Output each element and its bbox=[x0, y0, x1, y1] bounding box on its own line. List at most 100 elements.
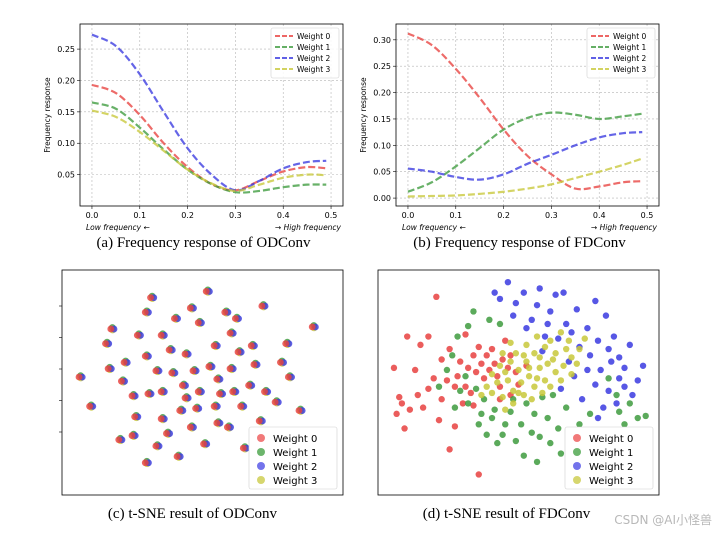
scatter-point-weight-1 bbox=[544, 414, 551, 422]
scatter-panel-d: Weight 0 Weight 1 Weight 2 Weight 3 (d) t-SN… bbox=[377, 269, 660, 522]
scatter-point-weight-3 bbox=[557, 329, 565, 336]
y-tick-label: 0.00 bbox=[373, 194, 391, 203]
scatter-point bbox=[224, 423, 231, 431]
scatter-point-weight-1 bbox=[464, 322, 472, 330]
legend-label: Weight 0 bbox=[273, 434, 317, 445]
legend-marker bbox=[257, 462, 265, 470]
scatter-point-weight-1 bbox=[512, 437, 520, 445]
scatter-point-weight-2 bbox=[560, 289, 567, 296]
scatter-point bbox=[115, 436, 123, 444]
scatter-point bbox=[133, 331, 141, 339]
scatter-point bbox=[141, 308, 149, 316]
scatter-point-weight-2 bbox=[584, 324, 591, 332]
scatter-point-weight-0 bbox=[451, 383, 459, 390]
x-tick-label: 0.2 bbox=[497, 211, 510, 220]
scatter-point-weight-1 bbox=[605, 375, 612, 382]
scatter-point bbox=[157, 388, 165, 396]
scatter-point bbox=[186, 423, 194, 431]
series-line-weight-0 bbox=[407, 32, 643, 191]
series-line-weight-2 bbox=[91, 33, 327, 192]
legend-box bbox=[586, 27, 656, 79]
legend-label: Weight 1 bbox=[297, 43, 331, 52]
scatter-point-weight-3 bbox=[525, 373, 533, 380]
scatter-point-weight-2 bbox=[541, 333, 549, 340]
scatter-point-weight-3 bbox=[488, 389, 496, 397]
scatter-point bbox=[186, 304, 194, 312]
scatter-point-weight-3 bbox=[581, 335, 588, 342]
scatter-point-weight-0 bbox=[425, 385, 432, 392]
scatter-point-weight-1 bbox=[642, 412, 649, 420]
scatter-point-weight-2 bbox=[610, 333, 618, 340]
scatter-point-weight-2 bbox=[523, 324, 530, 332]
scatter-point-weight-3 bbox=[499, 350, 506, 357]
scatter-point bbox=[213, 375, 221, 383]
legend-label: Weight 1 bbox=[613, 43, 647, 52]
scatter-point-weight-2 bbox=[602, 312, 610, 319]
scatter-point-weight-2 bbox=[616, 354, 623, 361]
scatter-point-weight-1 bbox=[443, 366, 451, 374]
scatter-point-weight-2 bbox=[639, 362, 647, 369]
legend-label: Weight 0 bbox=[297, 32, 331, 41]
legend-marker bbox=[257, 476, 265, 484]
scatter-point-weight-3 bbox=[576, 345, 583, 353]
scatter-point-weight-1 bbox=[616, 408, 623, 415]
scatter-point-weight-1 bbox=[462, 373, 469, 380]
scatter-point-weight-3 bbox=[494, 379, 501, 386]
scatter-point bbox=[157, 331, 165, 339]
scatter-point bbox=[213, 419, 221, 427]
x-axis-label-left: Low frequency ← bbox=[86, 223, 150, 232]
scatter-point-weight-3 bbox=[517, 379, 525, 386]
scatter-point-weight-2 bbox=[584, 366, 591, 374]
scatter-point-weight-1 bbox=[634, 414, 641, 422]
line-panel-0: 0.0 0.1 0.2 0.3 0.4 0.5 0.05 0.10 0.15 0.20 0.25 We… bbox=[43, 23, 344, 251]
scatter-point-weight-0 bbox=[393, 410, 400, 418]
scatter-point-weight-0 bbox=[470, 402, 477, 409]
y-tick-label: 0.25 bbox=[373, 62, 391, 71]
scatter-point-weight-0 bbox=[483, 352, 490, 359]
scatter-point-weight-1 bbox=[576, 421, 583, 428]
scatter-point-weight-3 bbox=[573, 360, 580, 367]
y-tick-label: 0.10 bbox=[57, 139, 75, 148]
scatter-point-weight-1 bbox=[523, 400, 530, 407]
scatter-point-weight-0 bbox=[491, 360, 498, 367]
scatter-point-weight-0 bbox=[472, 368, 480, 376]
scatter-point-weight-0 bbox=[438, 396, 445, 403]
scatter-point-weight-1 bbox=[486, 316, 493, 323]
legend-label: Weight 1 bbox=[589, 448, 633, 459]
scatter-point-weight-3 bbox=[552, 350, 559, 357]
scatter-point-weight-0 bbox=[438, 356, 445, 363]
scatter-point-weight-3 bbox=[507, 358, 514, 365]
series-line-weight-0 bbox=[91, 83, 327, 192]
scatter-point bbox=[245, 381, 253, 389]
scatter-point-weight-3 bbox=[536, 354, 543, 361]
y-axis-label: Frequency response bbox=[359, 77, 368, 153]
scatter-point-weight-2 bbox=[533, 301, 541, 309]
scatter-point-weight-1 bbox=[547, 439, 554, 447]
scatter-point-weight-2 bbox=[608, 358, 615, 365]
scatter-point-weight-3 bbox=[541, 343, 549, 351]
scatter-point bbox=[176, 407, 184, 414]
legend-label: Weight 2 bbox=[297, 54, 331, 63]
y-tick-label: 0.05 bbox=[57, 171, 75, 180]
x-tick-label: 0.3 bbox=[545, 211, 558, 220]
scatter-point bbox=[120, 359, 128, 366]
scatter-point bbox=[152, 442, 160, 450]
scatter-point-weight-2 bbox=[573, 306, 580, 313]
scatter-point bbox=[229, 388, 237, 396]
line-panel-1: 0.0 0.1 0.2 0.3 0.4 0.5 0.00 0.05 0.10 0.15 0.20 0.… bbox=[359, 23, 660, 251]
axes-frame bbox=[79, 23, 344, 207]
scatter-point-weight-1 bbox=[464, 400, 472, 407]
series-line-weight-3 bbox=[91, 109, 327, 193]
y-tick-label: 0.15 bbox=[373, 115, 391, 124]
y-tick-label: 0.10 bbox=[373, 141, 391, 150]
scatter-point bbox=[234, 348, 242, 356]
series-line-weight-2 bbox=[407, 131, 643, 181]
scatter-point-weight-0 bbox=[488, 345, 496, 353]
scatter-point-weight-2 bbox=[621, 364, 628, 372]
scatter-point-weight-3 bbox=[528, 396, 535, 403]
scatter-point-weight-2 bbox=[586, 352, 594, 359]
scatter-point bbox=[107, 325, 115, 333]
scatter-point-weight-3 bbox=[510, 400, 517, 407]
x-axis-label-right: → High frequency bbox=[591, 223, 658, 232]
scatter-point-weight-2 bbox=[547, 308, 554, 315]
